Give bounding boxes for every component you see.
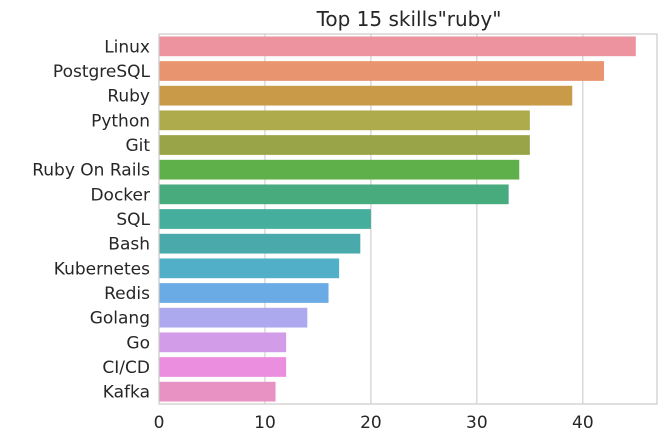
plot-frame <box>158 33 658 405</box>
category-label: Linux <box>104 37 150 57</box>
category-label: Docker <box>90 185 150 205</box>
x-tick-label: 30 <box>466 413 488 433</box>
category-label: Python <box>91 111 150 131</box>
category-label: Kafka <box>103 383 150 403</box>
bar <box>159 357 287 377</box>
x-tick-label: 20 <box>360 413 382 433</box>
bar <box>159 258 340 279</box>
x-tick-labels: 0 10 20 30 40 <box>154 413 594 433</box>
bars <box>159 36 636 402</box>
category-label: Ruby <box>107 87 150 107</box>
bar <box>159 184 509 205</box>
category-label: Redis <box>104 284 150 304</box>
category-label: Go <box>126 333 150 353</box>
category-labels: Linux PostgreSQL Ruby Python Git Ruby On Rail… <box>32 37 150 402</box>
category-label: Bash <box>108 235 150 255</box>
chart-title: Top 15 skills"ruby" <box>316 7 502 31</box>
bar <box>159 110 530 131</box>
bar <box>159 61 605 81</box>
x-tick-label: 10 <box>254 413 276 433</box>
bar <box>159 233 361 254</box>
bar <box>159 36 636 57</box>
category-label: SQL <box>116 210 150 230</box>
x-tick-label: 0 <box>154 413 165 433</box>
bar <box>159 381 276 402</box>
category-label: Kubernetes <box>54 259 150 279</box>
bar <box>159 209 371 229</box>
bar <box>159 307 308 328</box>
bar <box>159 159 520 180</box>
category-label: CI/CD <box>102 358 150 378</box>
bar <box>159 283 329 303</box>
x-tick-label: 40 <box>572 413 594 433</box>
category-label: Git <box>125 136 150 156</box>
bar <box>159 332 287 353</box>
category-label: Golang <box>90 309 150 329</box>
bar <box>159 85 573 106</box>
category-label: PostgreSQL <box>53 62 151 82</box>
category-label: Ruby On Rails <box>32 161 150 181</box>
bar <box>159 135 530 155</box>
